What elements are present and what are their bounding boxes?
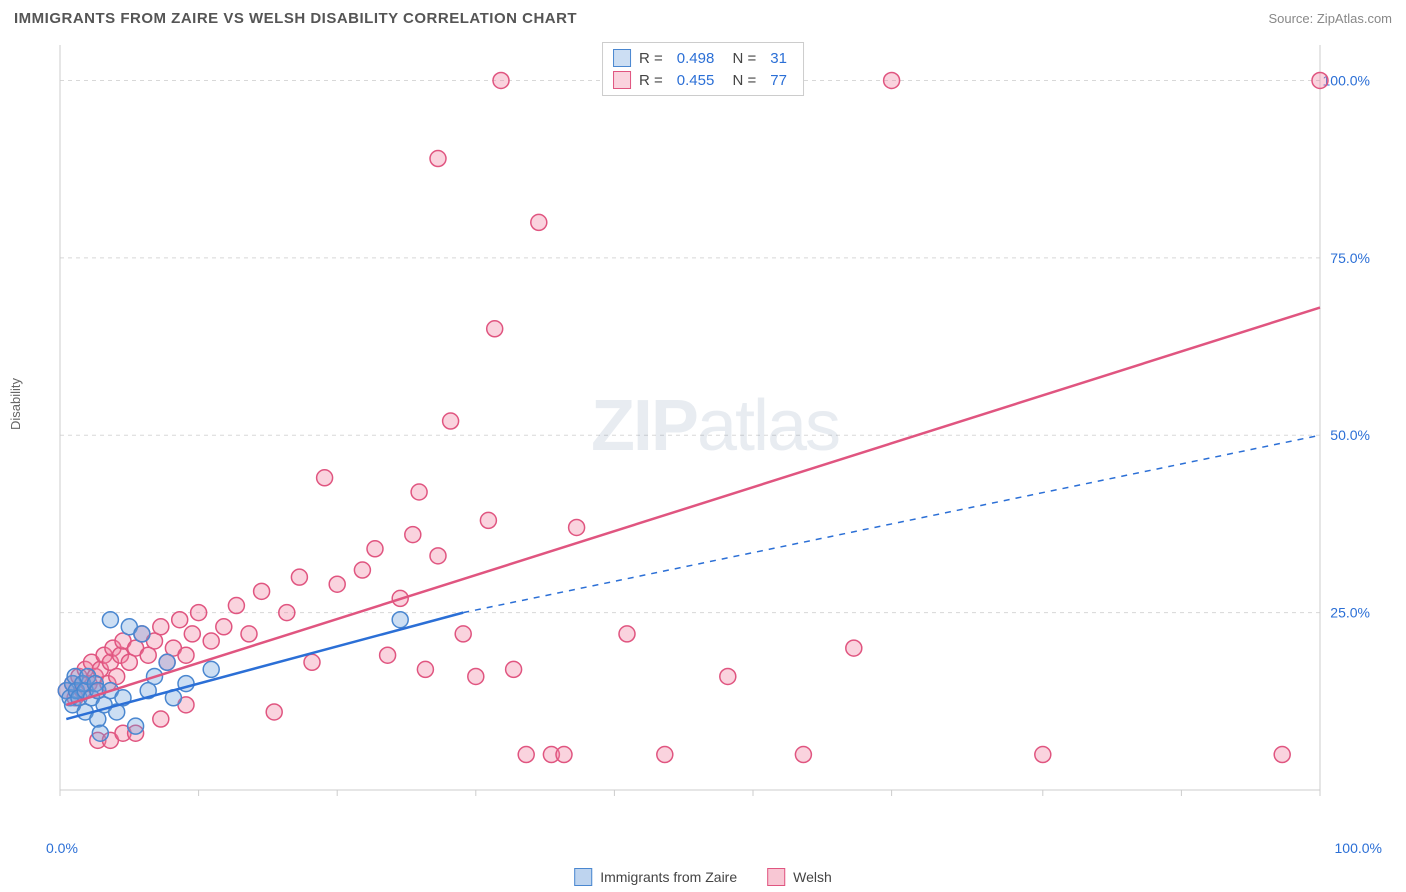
- legend-swatch-zaire: [613, 49, 631, 67]
- legend-row-zaire: R = 0.498 N = 31: [613, 47, 793, 69]
- chart-svg: 25.0% 50.0% 75.0% 100.0%: [50, 40, 1380, 820]
- svg-text:50.0%: 50.0%: [1330, 427, 1370, 443]
- correlation-legend: R = 0.498 N = 31 R = 0.455 N = 77: [602, 42, 804, 96]
- source-attribution: Source: ZipAtlas.com: [1268, 11, 1392, 26]
- chart-header: IMMIGRANTS FROM ZAIRE VS WELSH DISABILIT…: [14, 10, 1392, 27]
- svg-text:100.0%: 100.0%: [1323, 72, 1370, 88]
- svg-text:75.0%: 75.0%: [1330, 250, 1370, 266]
- y-axis-label: Disability: [8, 378, 23, 430]
- x-axis-max-label: 100.0%: [1335, 840, 1382, 856]
- svg-text:25.0%: 25.0%: [1330, 605, 1370, 621]
- x-axis-min-label: 0.0%: [46, 840, 78, 856]
- scatter-chart: 25.0%50.0%75.0%100.0% ZIPatlas: [50, 40, 1380, 820]
- legend-row-welsh: R = 0.455 N = 77: [613, 69, 793, 91]
- legend-item-welsh: Welsh: [767, 868, 832, 886]
- legend-swatch-icon: [574, 868, 592, 886]
- legend-swatch-icon: [767, 868, 785, 886]
- chart-title: IMMIGRANTS FROM ZAIRE VS WELSH DISABILIT…: [14, 10, 577, 27]
- legend-swatch-welsh: [613, 71, 631, 89]
- series-legend: Immigrants from Zaire Welsh: [574, 868, 832, 886]
- legend-item-zaire: Immigrants from Zaire: [574, 868, 737, 886]
